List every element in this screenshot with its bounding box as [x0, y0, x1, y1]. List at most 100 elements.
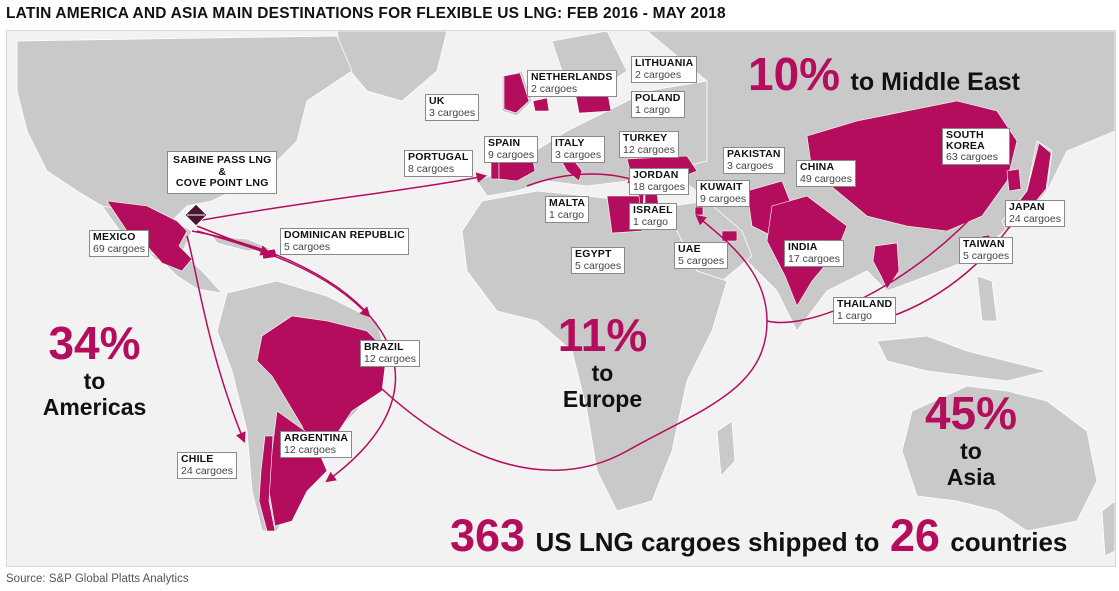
label-netherlands: NETHERLANDS 2 cargoes: [527, 70, 617, 97]
label-thailand: THAILAND 1 cargo: [833, 297, 897, 324]
label-argentina: ARGENTINA 12 cargoes: [280, 431, 353, 458]
dest-name: MEXICO: [93, 231, 136, 243]
dest-name: PORTUGAL: [408, 151, 469, 163]
label-kuwait: KUWAIT 9 cargoes: [696, 180, 751, 207]
dest-cargoes: 24 cargoes: [1009, 212, 1061, 225]
label-portugal: PORTUGAL 8 cargoes: [404, 150, 473, 177]
label-uae: UAE 5 cargoes: [674, 242, 729, 269]
label-turkey: TURKEY 12 cargoes: [619, 131, 679, 158]
dest-name: JORDAN: [633, 169, 679, 181]
dest-cargoes: 1 cargo: [837, 309, 873, 322]
dest-cargoes: 3 cargoes: [727, 159, 774, 172]
dest-cargoes: 12 cargoes: [284, 443, 336, 456]
label-spain: SPAIN 9 cargoes: [484, 136, 539, 163]
dest-name: UK: [429, 95, 445, 107]
label-china: CHINA 49 cargoes: [796, 160, 856, 187]
dest-cargoes: 1 cargo: [633, 215, 669, 228]
dest-cargoes: 3 cargoes: [555, 148, 602, 161]
share-asia-pct: 45%: [924, 387, 1018, 439]
dest-cargoes: 2 cargoes: [635, 68, 682, 81]
label-poland: POLAND 1 cargo: [631, 91, 685, 118]
dest-cargoes: 1 cargo: [549, 208, 585, 221]
label-malta: MALTA 1 cargo: [545, 196, 590, 223]
brazil-shape: [256, 315, 388, 452]
dest-cargoes: 5 cargoes: [575, 259, 622, 272]
share-americas: 34% to Americas: [22, 318, 167, 420]
dest-name: NETHERLANDS: [531, 71, 613, 83]
label-jordan: JORDAN 18 cargoes: [629, 168, 689, 195]
dest-name: DOMINICAN REPUBLIC: [284, 229, 405, 241]
dest-name: MALTA: [549, 197, 586, 209]
dest-name: TAIWAN: [963, 238, 1005, 250]
share-asia-to: to: [960, 438, 982, 464]
label-italy: ITALY 3 cargoes: [551, 136, 606, 163]
dest-cargoes: 12 cargoes: [623, 143, 675, 156]
dest-cargoes: 63 cargoes: [946, 151, 998, 163]
dest-name: CHILE: [181, 453, 214, 465]
label-south-korea: SOUTH KOREA 63 cargoes: [942, 128, 1010, 165]
summary-countries: 26: [889, 510, 940, 561]
dest-cargoes: 5 cargoes: [963, 249, 1010, 262]
route-argentina: [191, 230, 397, 483]
label-israel: ISRAEL 1 cargo: [629, 203, 677, 230]
chile-shape: [258, 435, 276, 532]
dest-name: POLAND: [635, 92, 681, 104]
share-americas-to: to: [83, 368, 106, 394]
dest-name: LITHUANIA: [635, 57, 694, 69]
origin-marker: [184, 203, 208, 227]
netherlands-shape: [532, 97, 550, 112]
summary-cargoes: 363: [450, 510, 526, 561]
label-japan: JAPAN 24 cargoes: [1005, 200, 1065, 227]
dest-cargoes: 5 cargoes: [284, 240, 331, 253]
dest-name: JAPAN: [1009, 201, 1045, 213]
dest-name: ISRAEL: [633, 204, 673, 216]
label-taiwan: TAIWAN 5 cargoes: [959, 237, 1014, 264]
summary-text-end: countries: [950, 527, 1068, 557]
share-americas-pct: 34%: [48, 317, 141, 369]
dest-cargoes: 3 cargoes: [429, 106, 476, 119]
route-suez: [326, 214, 768, 471]
dest-name: THAILAND: [837, 298, 893, 310]
dest-name: ARGENTINA: [284, 432, 349, 444]
summary-line: 363 US LNG cargoes shipped to 26 countri…: [450, 510, 1067, 562]
dest-cargoes: 17 cargoes: [788, 252, 840, 265]
new-zealand-shape: [1101, 500, 1115, 557]
dest-cargoes: 2 cargoes: [531, 82, 578, 95]
share-middle-east-text: to Middle East: [850, 68, 1020, 96]
dest-cargoes: 8 cargoes: [408, 162, 455, 175]
uk-highlight-shape: [503, 72, 530, 114]
portugal-shape: [490, 160, 500, 180]
label-uk: UK 3 cargoes: [425, 94, 480, 121]
share-americas-region: Americas: [42, 394, 147, 420]
label-india: INDIA 17 cargoes: [784, 240, 844, 267]
route-dominican: [196, 225, 272, 256]
shipping-routes: [186, 172, 1029, 483]
dest-name: SOUTH KOREA: [946, 129, 985, 152]
origin-label: SABINE PASS LNG & COVE POINT LNG: [167, 151, 278, 194]
label-egypt: EGYPT 5 cargoes: [571, 247, 626, 274]
page-title: LATIN AMERICA AND ASIA MAIN DESTINATIONS…: [6, 5, 726, 22]
label-mexico: MEXICO 69 cargoes: [89, 230, 149, 257]
dest-name: CHINA: [800, 161, 835, 173]
summary-text-mid: US LNG cargoes shipped to: [535, 527, 880, 557]
dest-name: PAKISTAN: [727, 148, 781, 160]
dest-name: EGYPT: [575, 248, 612, 260]
dest-name: SPAIN: [488, 137, 521, 149]
route-chile: [186, 235, 246, 443]
south-korea-shape: [1006, 168, 1022, 192]
dest-name: KUWAIT: [700, 181, 743, 193]
label-chile: CHILE 24 cargoes: [177, 452, 237, 479]
dest-cargoes: 24 cargoes: [181, 464, 233, 477]
indonesia-shape: [876, 335, 1048, 382]
dest-cargoes: 18 cargoes: [633, 180, 685, 193]
share-europe-to: to: [591, 360, 614, 386]
label-lithuania: LITHUANIA 2 cargoes: [631, 56, 698, 83]
kuwait-shape: [694, 206, 704, 216]
label-pakistan: PAKISTAN 3 cargoes: [723, 147, 785, 174]
philippines-shape: [976, 275, 998, 322]
dest-cargoes: 69 cargoes: [93, 242, 145, 255]
source-note: Source: S&P Global Platts Analytics: [6, 573, 189, 585]
share-europe-region: Europe: [562, 386, 643, 412]
share-europe: 11% to Europe: [540, 310, 665, 412]
dest-cargoes: 12 cargoes: [364, 352, 416, 365]
